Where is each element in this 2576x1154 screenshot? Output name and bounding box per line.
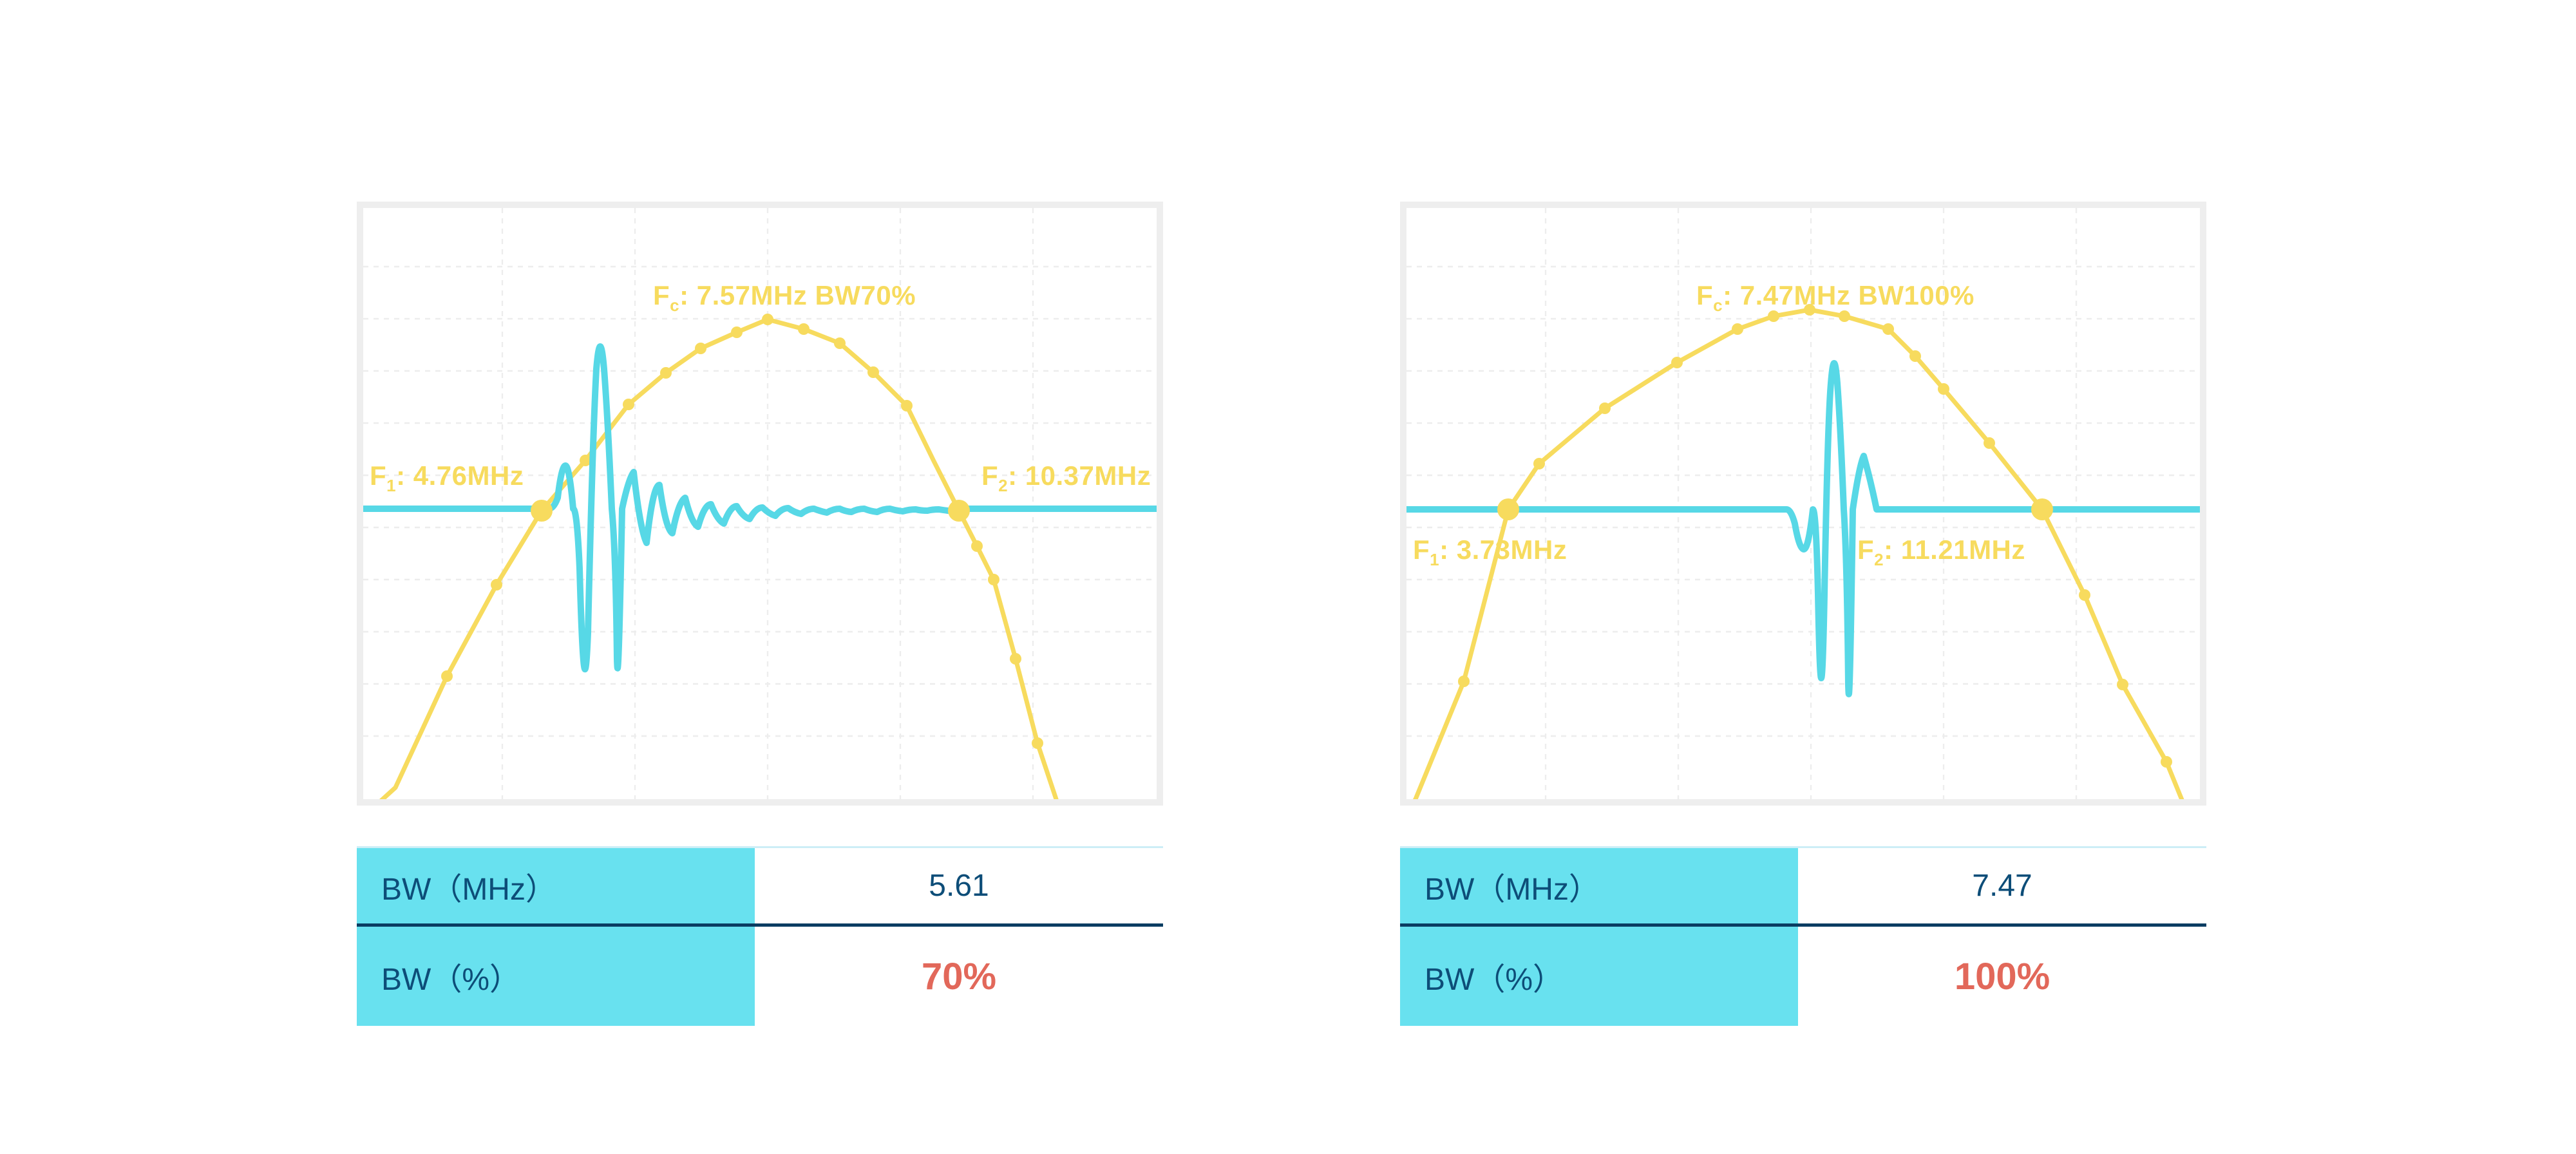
svg-text:Fc: 7.57MHz BW70%: Fc: 7.57MHz BW70% xyxy=(653,280,916,315)
svg-text:Fc: 7.47MHz BW100%: Fc: 7.47MHz BW100% xyxy=(1696,280,1975,315)
